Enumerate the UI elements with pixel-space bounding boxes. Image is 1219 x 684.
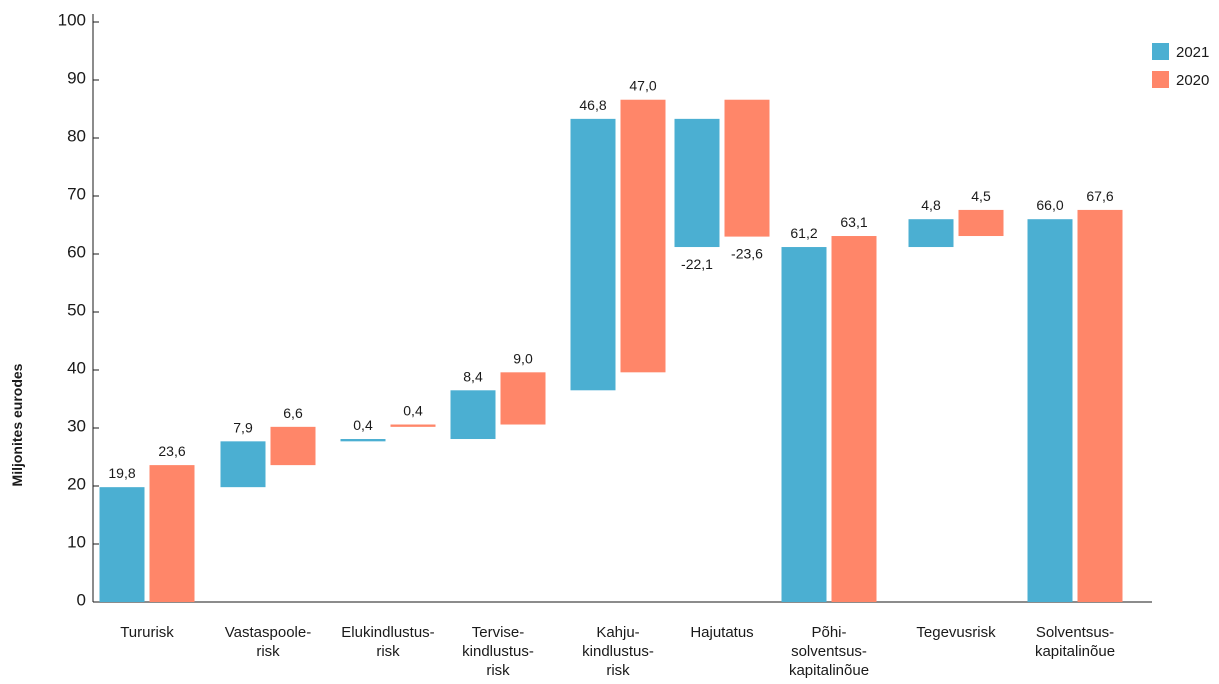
- data-label: 19,8: [108, 465, 135, 481]
- bar-2020: [1077, 209, 1123, 603]
- bar-2021: [220, 441, 266, 488]
- x-tick-label: Vastaspoole-risk: [225, 624, 311, 660]
- data-label: 8,4: [463, 368, 483, 384]
- data-label: 9,0: [513, 350, 533, 366]
- bar-2020: [620, 99, 666, 373]
- y-tick-label: 80: [67, 126, 86, 145]
- legend-swatch-2021: [1152, 43, 1169, 60]
- legend-label: 2021: [1176, 44, 1209, 61]
- data-label: -22,1: [681, 256, 713, 272]
- data-label: 0,4: [403, 403, 423, 419]
- bar-2020: [724, 99, 770, 237]
- bar-2020: [270, 426, 316, 466]
- y-tick-label: 10: [67, 532, 86, 551]
- data-label: 0,4: [353, 417, 373, 433]
- bar-2021: [570, 118, 616, 391]
- y-tick-label: 40: [67, 358, 86, 377]
- x-tick-label: Hajutatus: [690, 624, 753, 641]
- bar-2020: [390, 424, 436, 427]
- data-label: 61,2: [790, 225, 817, 241]
- bar-2020: [149, 465, 195, 602]
- y-tick-label: 70: [67, 184, 86, 203]
- bar-2021: [450, 390, 496, 440]
- x-tick-label: Elukindlustus-risk: [341, 624, 434, 660]
- bar-2021: [99, 487, 145, 602]
- x-tick-label: Solventsus-kapitalinõue: [1035, 624, 1115, 660]
- data-label: 63,1: [840, 214, 867, 230]
- y-tick-label: 100: [58, 10, 86, 29]
- y-tick-label: 50: [67, 300, 86, 319]
- bar-2020: [831, 236, 877, 602]
- legend-swatch-2020: [1152, 71, 1169, 88]
- data-label: 4,8: [921, 197, 941, 213]
- bar-2021: [1027, 219, 1073, 602]
- y-tick-label: 60: [67, 242, 86, 261]
- bar-2021: [340, 439, 386, 442]
- data-label: 47,0: [629, 78, 656, 94]
- data-label: 66,0: [1036, 197, 1063, 213]
- x-tick-label: Tururisk: [120, 624, 174, 641]
- y-tick-label: 90: [67, 68, 86, 87]
- data-label: 7,9: [233, 419, 253, 435]
- data-label: -23,6: [731, 246, 763, 262]
- data-label: 67,6: [1086, 188, 1113, 204]
- bar-2021: [674, 118, 720, 248]
- bar-2021: [781, 247, 827, 603]
- bar-2020: [958, 209, 1004, 237]
- data-label: 46,8: [579, 97, 606, 113]
- y-axis-title: Miljonites eurodes: [9, 363, 25, 486]
- y-tick-label: 30: [67, 416, 86, 435]
- data-label: 23,6: [158, 443, 185, 459]
- bar-2021: [908, 219, 954, 248]
- x-tick-label: Kahju-kindlustus-risk: [582, 624, 654, 679]
- x-tick-label: Põhi-solventsus-kapitalinõue: [789, 624, 869, 679]
- data-label: 4,5: [971, 188, 991, 204]
- y-tick-label: 0: [77, 590, 86, 609]
- legend-label: 2020: [1176, 72, 1209, 89]
- data-label: 6,6: [283, 405, 303, 421]
- x-tick-label: Tegevusrisk: [916, 624, 996, 641]
- x-tick-label: Tervise-kindlustus-risk: [462, 624, 534, 679]
- y-tick-label: 20: [67, 474, 86, 493]
- bar-2020: [500, 372, 546, 425]
